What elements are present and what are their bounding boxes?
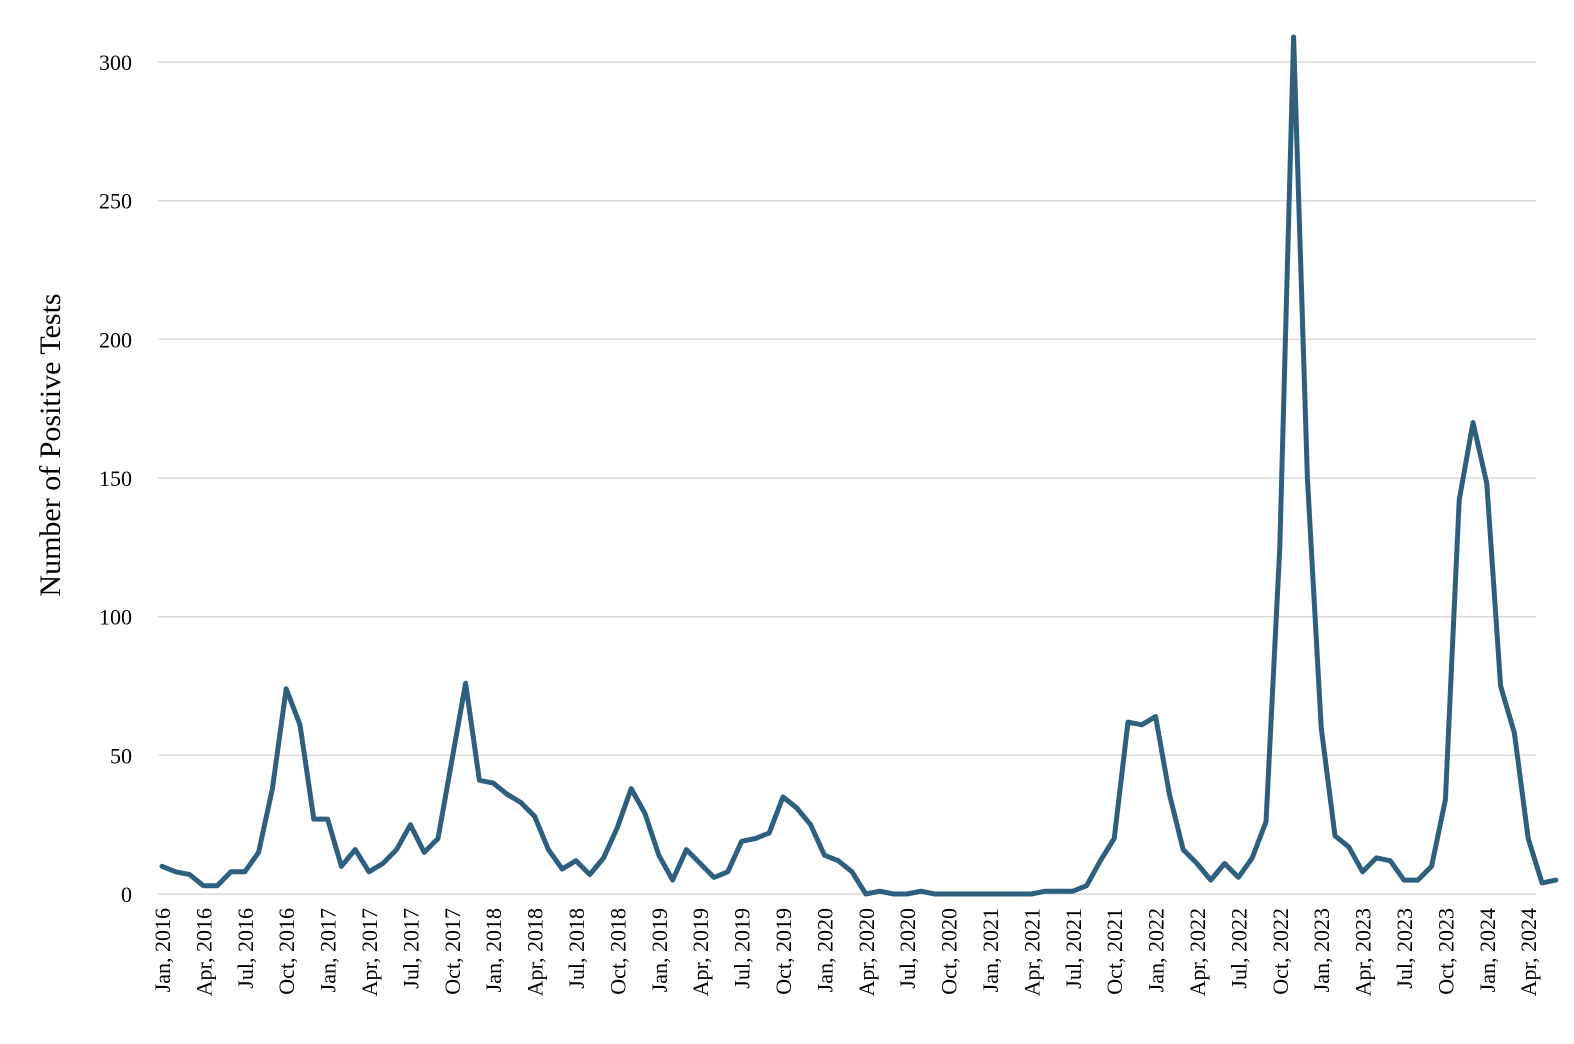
y-tick-label-300: 300 [99, 50, 132, 75]
y-tick-label-0: 0 [121, 882, 132, 907]
x-tick-label: Oct, 2017 [440, 908, 465, 995]
x-tick-label: Oct, 2020 [937, 908, 962, 995]
x-axis-ticks: Jan, 2016 Apr, 2016 Jul, 2016 Oct, 2016 Jan,… [150, 908, 1541, 996]
x-tick-label: Apr, 2018 [523, 908, 548, 996]
x-tick-label: Apr, 2024 [1516, 908, 1541, 996]
x-tick-label: Jul, 2017 [398, 908, 423, 989]
x-tick-label: Oct, 2023 [1433, 908, 1458, 995]
x-tick-label: Oct, 2016 [274, 908, 299, 995]
x-tick-label: Apr, 2017 [357, 908, 382, 996]
x-tick-label: Oct, 2019 [771, 908, 796, 995]
x-tick-label: Jan, 2021 [978, 908, 1003, 992]
x-tick-label: Jan, 2018 [481, 908, 506, 992]
x-tick-label: Jan, 2023 [1309, 908, 1334, 992]
x-tick-label: Jul, 2020 [895, 908, 920, 989]
y-tick-label-150: 150 [99, 466, 132, 491]
y-tick-label-100: 100 [99, 605, 132, 630]
y-axis-title: Number of Positive Tests [34, 293, 67, 596]
y-tick-label-50: 50 [110, 743, 132, 768]
x-tick-label: Jul, 2022 [1226, 908, 1251, 989]
x-tick-label: Jul, 2016 [233, 908, 258, 989]
x-tick-label: Jul, 2023 [1392, 908, 1417, 989]
x-tick-label: Oct, 2022 [1268, 908, 1293, 995]
y-tick-label-250: 250 [99, 189, 132, 214]
y-axis-ticks: 0 50 100 150 200 250 300 [99, 50, 132, 907]
series-group [159, 34, 1559, 897]
x-tick-label: Jan, 2017 [316, 908, 341, 992]
x-tick-label: Jan, 2024 [1475, 908, 1500, 992]
x-tick-label: Apr, 2023 [1351, 908, 1376, 996]
series-line-0 [159, 34, 1559, 897]
x-tick-label: Oct, 2018 [605, 908, 630, 995]
x-tick-label: Apr, 2022 [1185, 908, 1210, 996]
y-tick-label-200: 200 [99, 327, 132, 352]
x-tick-label: Apr, 2020 [854, 908, 879, 996]
x-tick-label: Jul, 2018 [564, 908, 589, 989]
gridlines [158, 61, 1536, 895]
x-tick-label: Apr, 2021 [1019, 908, 1044, 996]
x-tick-label: Jan, 2022 [1144, 908, 1169, 992]
x-tick-label: Jul, 2021 [1061, 908, 1086, 989]
x-tick-label: Jan, 2019 [647, 908, 672, 992]
x-tick-label: Jan, 2016 [150, 908, 175, 992]
x-tick-label: Jan, 2020 [812, 908, 837, 992]
x-tick-label: Apr, 2016 [191, 908, 216, 996]
x-tick-label: Apr, 2019 [688, 908, 713, 996]
x-tick-label: Jul, 2019 [730, 908, 755, 989]
x-tick-label: Oct, 2021 [1102, 908, 1127, 995]
